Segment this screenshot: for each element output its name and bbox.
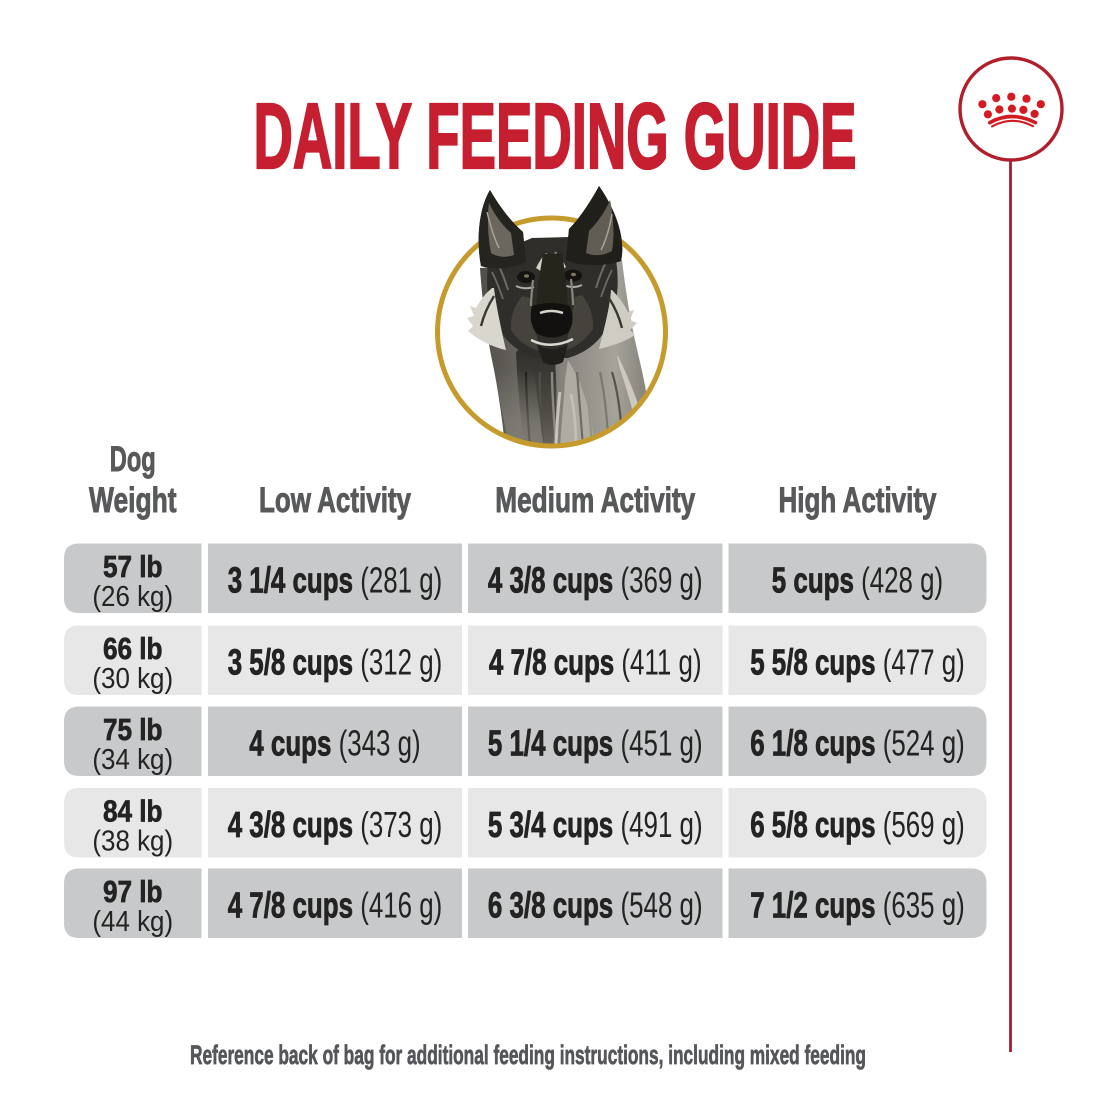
svg-text:5 cups: 5 cups bbox=[772, 560, 854, 601]
svg-text:66 lb: 66 lb bbox=[103, 631, 163, 666]
svg-text:(428 g): (428 g) bbox=[861, 560, 943, 601]
svg-text:Reference back of bag for addi: Reference back of bag for additional fee… bbox=[190, 1040, 866, 1070]
svg-text:7 1/2 cups: 7 1/2 cups bbox=[750, 885, 875, 926]
svg-text:4 3/8 cups: 4 3/8 cups bbox=[228, 804, 353, 845]
svg-text:Low Activity: Low Activity bbox=[259, 481, 411, 520]
svg-text:Medium Activity: Medium Activity bbox=[495, 481, 695, 520]
svg-text:(548 g): (548 g) bbox=[621, 885, 703, 926]
svg-text:Weight: Weight bbox=[89, 481, 177, 520]
svg-text:(416 g): (416 g) bbox=[360, 885, 442, 926]
svg-text:(34 kg): (34 kg) bbox=[92, 744, 173, 776]
svg-text:(373 g): (373 g) bbox=[360, 804, 442, 845]
svg-text:4 3/8 cups: 4 3/8 cups bbox=[488, 560, 613, 601]
svg-text:4 7/8 cups: 4 7/8 cups bbox=[489, 642, 614, 683]
svg-text:6 5/8 cups: 6 5/8 cups bbox=[750, 804, 875, 845]
svg-text:6 3/8 cups: 6 3/8 cups bbox=[488, 885, 613, 926]
svg-text:(281 g): (281 g) bbox=[360, 560, 442, 601]
svg-text:4 cups: 4 cups bbox=[249, 723, 331, 764]
svg-text:(635 g): (635 g) bbox=[883, 885, 965, 926]
svg-text:(26 kg): (26 kg) bbox=[92, 581, 173, 613]
svg-text:(38 kg): (38 kg) bbox=[92, 826, 173, 858]
svg-text:75 lb: 75 lb bbox=[103, 712, 163, 747]
svg-text:Dog: Dog bbox=[110, 440, 156, 479]
svg-text:3 5/8 cups: 3 5/8 cups bbox=[228, 642, 353, 683]
svg-text:84 lb: 84 lb bbox=[103, 794, 163, 829]
svg-text:(451 g): (451 g) bbox=[621, 723, 703, 764]
svg-text:(411 g): (411 g) bbox=[621, 642, 701, 683]
svg-text:5 1/4 cups: 5 1/4 cups bbox=[488, 723, 613, 764]
svg-text:High Activity: High Activity bbox=[779, 481, 937, 520]
svg-text:(491 g): (491 g) bbox=[621, 804, 703, 845]
svg-text:(30 kg): (30 kg) bbox=[92, 663, 173, 695]
svg-text:(477 g): (477 g) bbox=[883, 642, 965, 683]
svg-text:97 lb: 97 lb bbox=[103, 874, 163, 909]
svg-text:(569 g): (569 g) bbox=[883, 804, 965, 845]
svg-text:(44 kg): (44 kg) bbox=[92, 906, 173, 938]
svg-text:57 lb: 57 lb bbox=[103, 549, 163, 584]
svg-text:5 5/8 cups: 5 5/8 cups bbox=[750, 642, 875, 683]
svg-text:(343 g): (343 g) bbox=[339, 723, 421, 764]
svg-text:4 7/8 cups: 4 7/8 cups bbox=[228, 885, 353, 926]
svg-text:(524 g): (524 g) bbox=[883, 723, 965, 764]
svg-text:6 1/8 cups: 6 1/8 cups bbox=[750, 723, 875, 764]
svg-text:5 3/4 cups: 5 3/4 cups bbox=[488, 804, 613, 845]
svg-text:3 1/4 cups: 3 1/4 cups bbox=[228, 560, 353, 601]
svg-text:(369 g): (369 g) bbox=[621, 560, 703, 601]
svg-text:DAILY FEEDING GUIDE: DAILY FEEDING GUIDE bbox=[254, 84, 857, 188]
svg-text:(312 g): (312 g) bbox=[360, 642, 442, 683]
